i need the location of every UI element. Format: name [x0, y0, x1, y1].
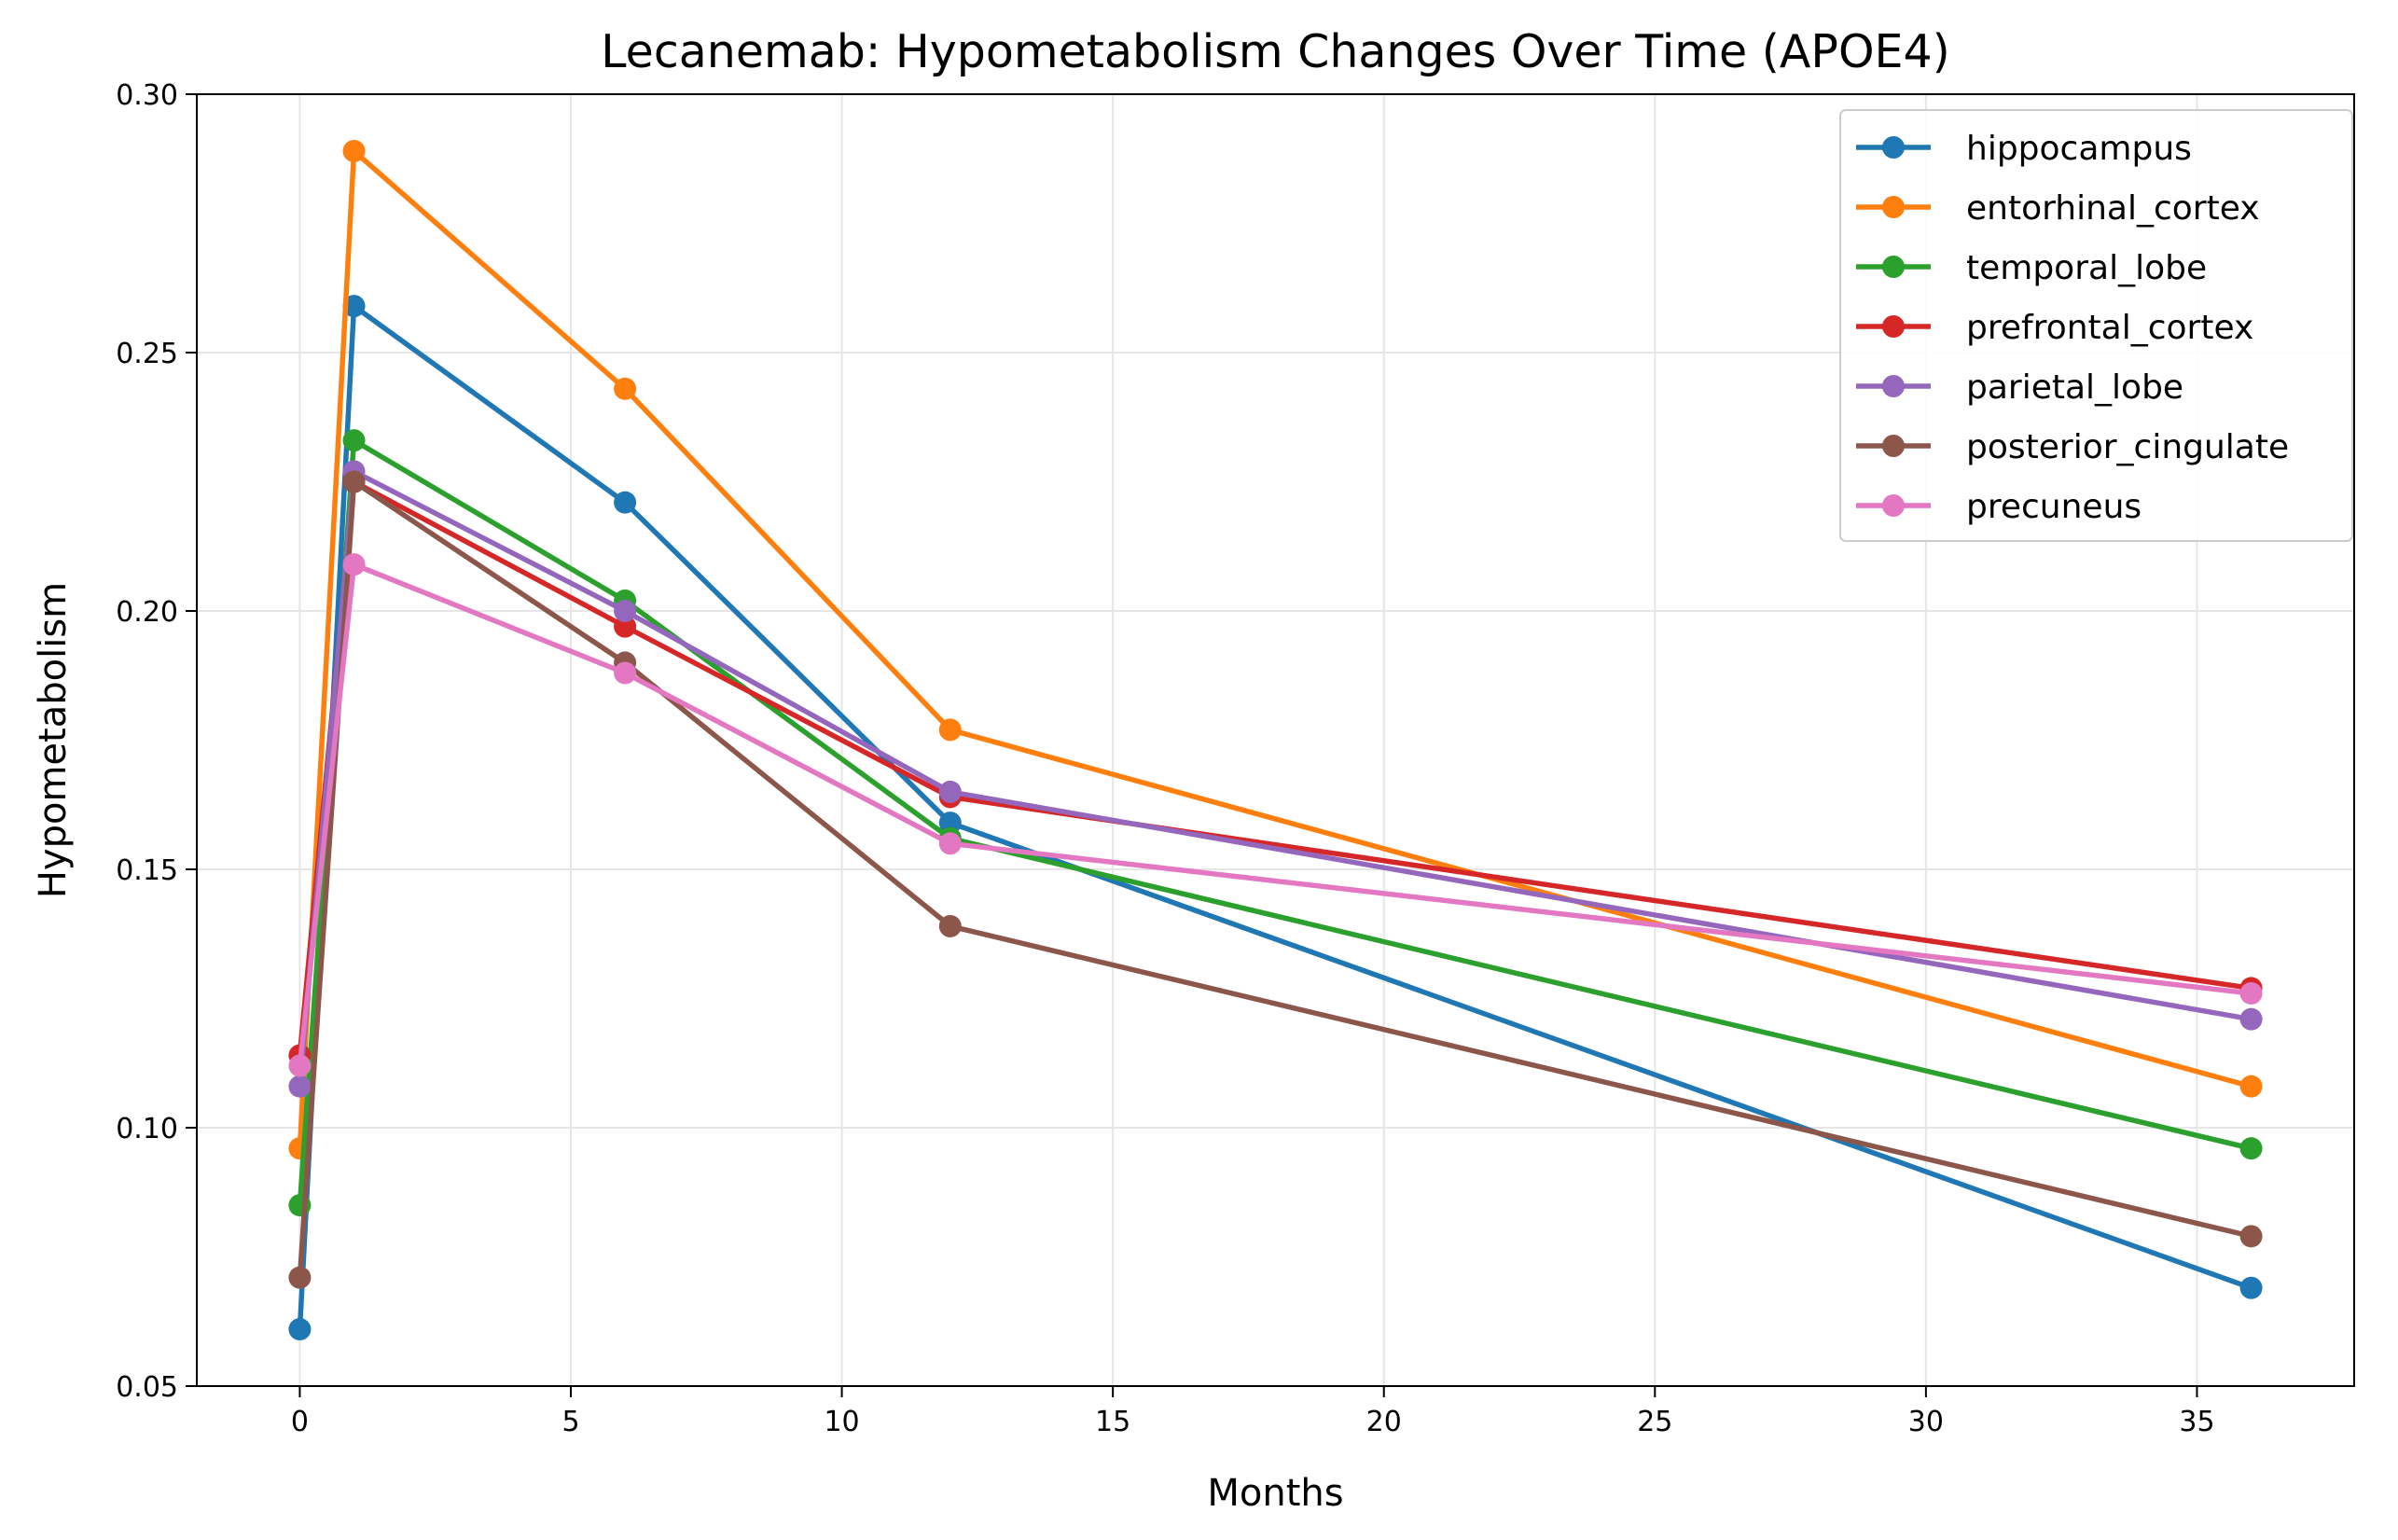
data-point — [342, 553, 366, 576]
series-lines — [288, 139, 2263, 1341]
data-point — [342, 470, 366, 493]
legend-label: hippocampus — [1966, 130, 2192, 168]
x-tick-label: 20 — [1366, 1406, 1402, 1438]
x-tick-label: 10 — [824, 1406, 859, 1438]
legend-item: parietal_lobe — [1856, 368, 2183, 407]
plot-frame — [196, 93, 2355, 1387]
data-point — [342, 429, 366, 452]
data-point — [938, 914, 962, 937]
legend-swatch-marker — [1882, 256, 1905, 278]
legend-item: precuneus — [1856, 488, 2142, 526]
data-point — [614, 377, 637, 400]
x-tick-label: 30 — [1908, 1406, 1944, 1438]
y-axis-label: Hypometabolism — [32, 582, 75, 898]
legend-label: posterior_cingulate — [1966, 428, 2289, 466]
legend: hippocampus entorhinal_cortex temporal_lob… — [1839, 109, 2353, 542]
legend-label: precuneus — [1966, 488, 2142, 526]
legend-item: entorhinal_cortex — [1856, 189, 2260, 228]
x-tick-label: 15 — [1095, 1406, 1130, 1438]
x-tick-label: 35 — [2179, 1406, 2214, 1438]
data-point — [288, 1075, 312, 1098]
legend-item: temporal_lobe — [1856, 249, 2207, 287]
data-point — [614, 661, 637, 685]
legend-swatch-marker — [1882, 435, 1905, 457]
y-tick-label: 0.20 — [116, 596, 178, 629]
x-tick-label: 5 — [561, 1406, 579, 1438]
legend-label: temporal_lobe — [1966, 249, 2207, 287]
data-point — [938, 718, 962, 742]
chart-title: Lecanemab: Hypometabolism Changes Over T… — [601, 25, 1950, 78]
y-tick-label: 0.25 — [116, 338, 178, 370]
data-point — [288, 1054, 312, 1077]
legend-swatch-marker — [1882, 315, 1905, 338]
axis-ticks: 0 5 10 15 20 25 30 35 0.05 0.10 0.15 0.20 0.25 0.30 — [116, 79, 2214, 1438]
legend-item: posterior_cingulate — [1856, 428, 2289, 466]
y-tick-label: 0.15 — [116, 854, 178, 887]
legend-item: hippocampus — [1856, 130, 2192, 168]
legend-swatch-marker — [1882, 136, 1905, 159]
data-point — [2239, 1007, 2263, 1031]
legend-label: prefrontal_cortex — [1966, 309, 2253, 347]
series-precuneus — [288, 553, 2263, 1077]
data-point — [2239, 1225, 2263, 1248]
data-point — [938, 780, 962, 803]
data-point — [342, 139, 366, 162]
data-point — [614, 491, 637, 514]
y-tick-label: 0.30 — [116, 79, 178, 112]
data-point — [614, 615, 637, 638]
legend-item: prefrontal_cortex — [1856, 309, 2253, 347]
legend-swatch-marker — [1882, 375, 1905, 397]
y-tick-label: 0.10 — [116, 1113, 178, 1145]
series-parietal-lobe — [288, 460, 2263, 1098]
x-axis-label: Months — [1207, 1472, 1343, 1515]
legend-swatch-marker — [1882, 196, 1905, 218]
data-point — [288, 1318, 312, 1341]
data-point — [938, 812, 962, 835]
legend-label: entorhinal_cortex — [1966, 189, 2260, 228]
x-tick-label: 0 — [291, 1406, 309, 1438]
data-point — [288, 1266, 312, 1289]
x-tick-label: 25 — [1637, 1406, 1672, 1438]
data-point — [2239, 1276, 2263, 1299]
data-point — [2239, 1137, 2263, 1160]
legend-swatch-marker — [1882, 494, 1905, 517]
legend-box — [1839, 109, 2353, 542]
data-point — [614, 600, 637, 622]
y-tick-label: 0.05 — [116, 1371, 178, 1404]
data-point — [2239, 981, 2263, 1005]
data-point — [2239, 1075, 2263, 1098]
data-point — [938, 832, 962, 855]
legend-label: parietal_lobe — [1966, 368, 2183, 407]
